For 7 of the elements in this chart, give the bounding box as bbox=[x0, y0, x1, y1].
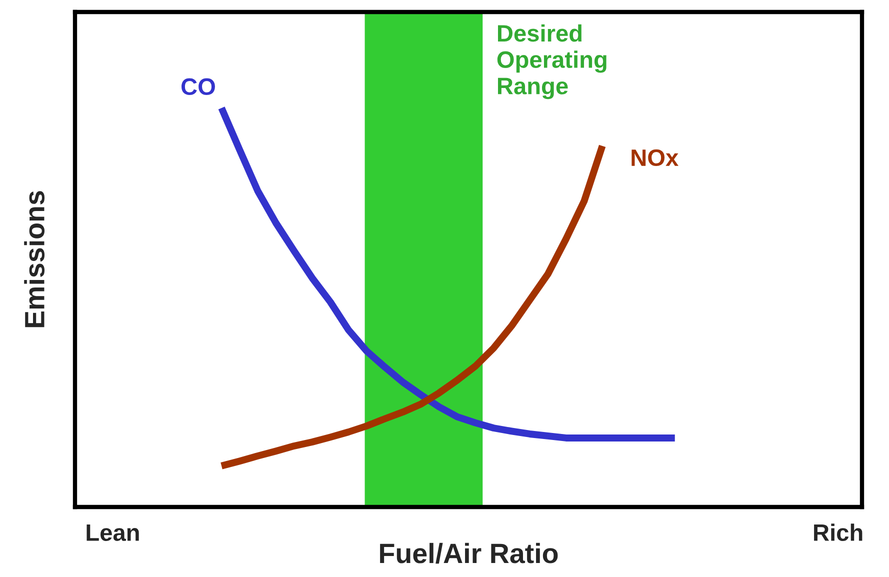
series-label: NOx bbox=[632, 149, 678, 166]
x-tick-label: Lean bbox=[86, 524, 139, 542]
x-tick-label: Rich bbox=[814, 524, 862, 542]
series-label: CO bbox=[182, 78, 215, 96]
x-axis-title: Fuel/Air Ratio bbox=[380, 542, 558, 564]
text: Desired Operating Range bbox=[497, 24, 606, 100]
y-axis-title: Emissions bbox=[24, 191, 45, 328]
